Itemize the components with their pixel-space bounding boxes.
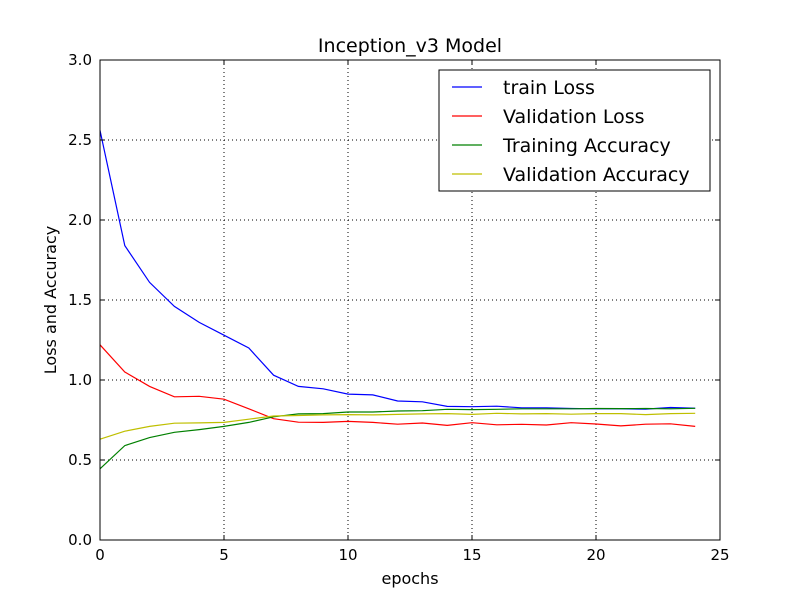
x-tick-label: 5: [219, 546, 229, 564]
x-tick-label: 15: [462, 546, 481, 564]
y-tick-label: 1.0: [68, 371, 92, 389]
series-line-validation-accuracy: [100, 413, 695, 439]
legend-label-training-accuracy: Training Accuracy: [502, 135, 671, 157]
legend-label-validation-accuracy: Validation Accuracy: [503, 164, 690, 186]
y-tick-label: 2.0: [68, 211, 92, 229]
legend: train Loss Validation Loss Training Accura…: [439, 70, 710, 191]
y-axis-label: Loss and Accuracy: [41, 226, 60, 374]
y-tick-label: 2.5: [68, 131, 92, 149]
legend-label-validation-loss: Validation Loss: [503, 106, 645, 128]
x-tick-label: 25: [710, 546, 729, 564]
legend-label-train-loss: train Loss: [503, 77, 595, 99]
x-tick-label: 0: [95, 546, 105, 564]
y-tick-label: 0.0: [68, 531, 92, 549]
x-tick-label: 10: [338, 546, 357, 564]
chart-title: Inception_v3 Model: [318, 35, 502, 57]
y-tick-label: 3.0: [68, 51, 92, 69]
x-tick-label: 20: [586, 546, 605, 564]
y-tick-label: 0.5: [68, 451, 92, 469]
x-axis-label: epochs: [381, 569, 438, 588]
y-tick-label: 1.5: [68, 291, 92, 309]
series-line-training-accuracy: [100, 408, 695, 469]
